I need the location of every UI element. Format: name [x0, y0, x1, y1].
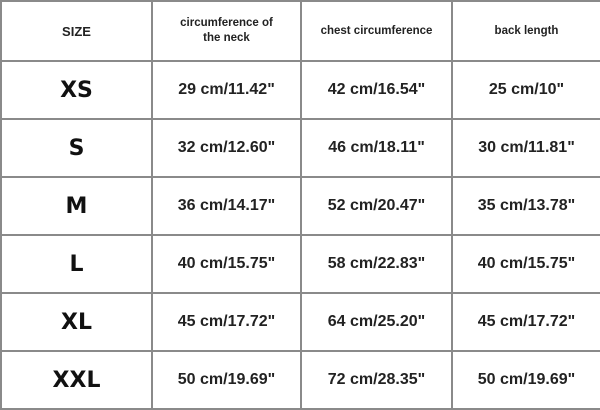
cell-chest: 58 cm/22.83" [300, 234, 453, 294]
cell-size: S [0, 118, 153, 178]
cell-back: 35 cm/13.78" [451, 176, 600, 236]
table-row: XS 29 cm/11.42" 42 cm/16.54" 25 cm/10" [0, 60, 600, 120]
cell-neck: 32 cm/12.60" [151, 118, 302, 178]
cell-size: XS [0, 60, 153, 120]
header-chest: chest circumference [300, 0, 453, 62]
cell-back: 40 cm/15.75" [451, 234, 600, 294]
cell-size: M [0, 176, 153, 236]
table-row: L 40 cm/15.75" 58 cm/22.83" 40 cm/15.75" [0, 234, 600, 294]
cell-size: XL [0, 292, 153, 352]
cell-neck: 36 cm/14.17" [151, 176, 302, 236]
table-row: M 36 cm/14.17" 52 cm/20.47" 35 cm/13.78" [0, 176, 600, 236]
cell-chest: 64 cm/25.20" [300, 292, 453, 352]
header-row: SIZE circumference of the neck chest cir… [0, 0, 600, 62]
cell-size: L [0, 234, 153, 294]
header-neck: circumference of the neck [151, 0, 302, 62]
cell-chest: 52 cm/20.47" [300, 176, 453, 236]
cell-back: 50 cm/19.69" [451, 350, 600, 410]
cell-back: 45 cm/17.72" [451, 292, 600, 352]
cell-size: XXL [0, 350, 153, 410]
table-row: S 32 cm/12.60" 46 cm/18.11" 30 cm/11.81" [0, 118, 600, 178]
header-back: back length [451, 0, 600, 62]
cell-neck: 40 cm/15.75" [151, 234, 302, 294]
cell-neck: 29 cm/11.42" [151, 60, 302, 120]
cell-neck: 45 cm/17.72" [151, 292, 302, 352]
cell-chest: 72 cm/28.35" [300, 350, 453, 410]
cell-neck: 50 cm/19.69" [151, 350, 302, 410]
header-neck-label: circumference of the neck [180, 17, 273, 44]
cell-chest: 42 cm/16.54" [300, 60, 453, 120]
table-row: XL 45 cm/17.72" 64 cm/25.20" 45 cm/17.72" [0, 292, 600, 352]
cell-chest: 46 cm/18.11" [300, 118, 453, 178]
cell-back: 25 cm/10" [451, 60, 600, 120]
header-size: SIZE [0, 0, 153, 62]
cell-back: 30 cm/11.81" [451, 118, 600, 178]
table-row: XXL 50 cm/19.69" 72 cm/28.35" 50 cm/19.69" [0, 350, 600, 410]
